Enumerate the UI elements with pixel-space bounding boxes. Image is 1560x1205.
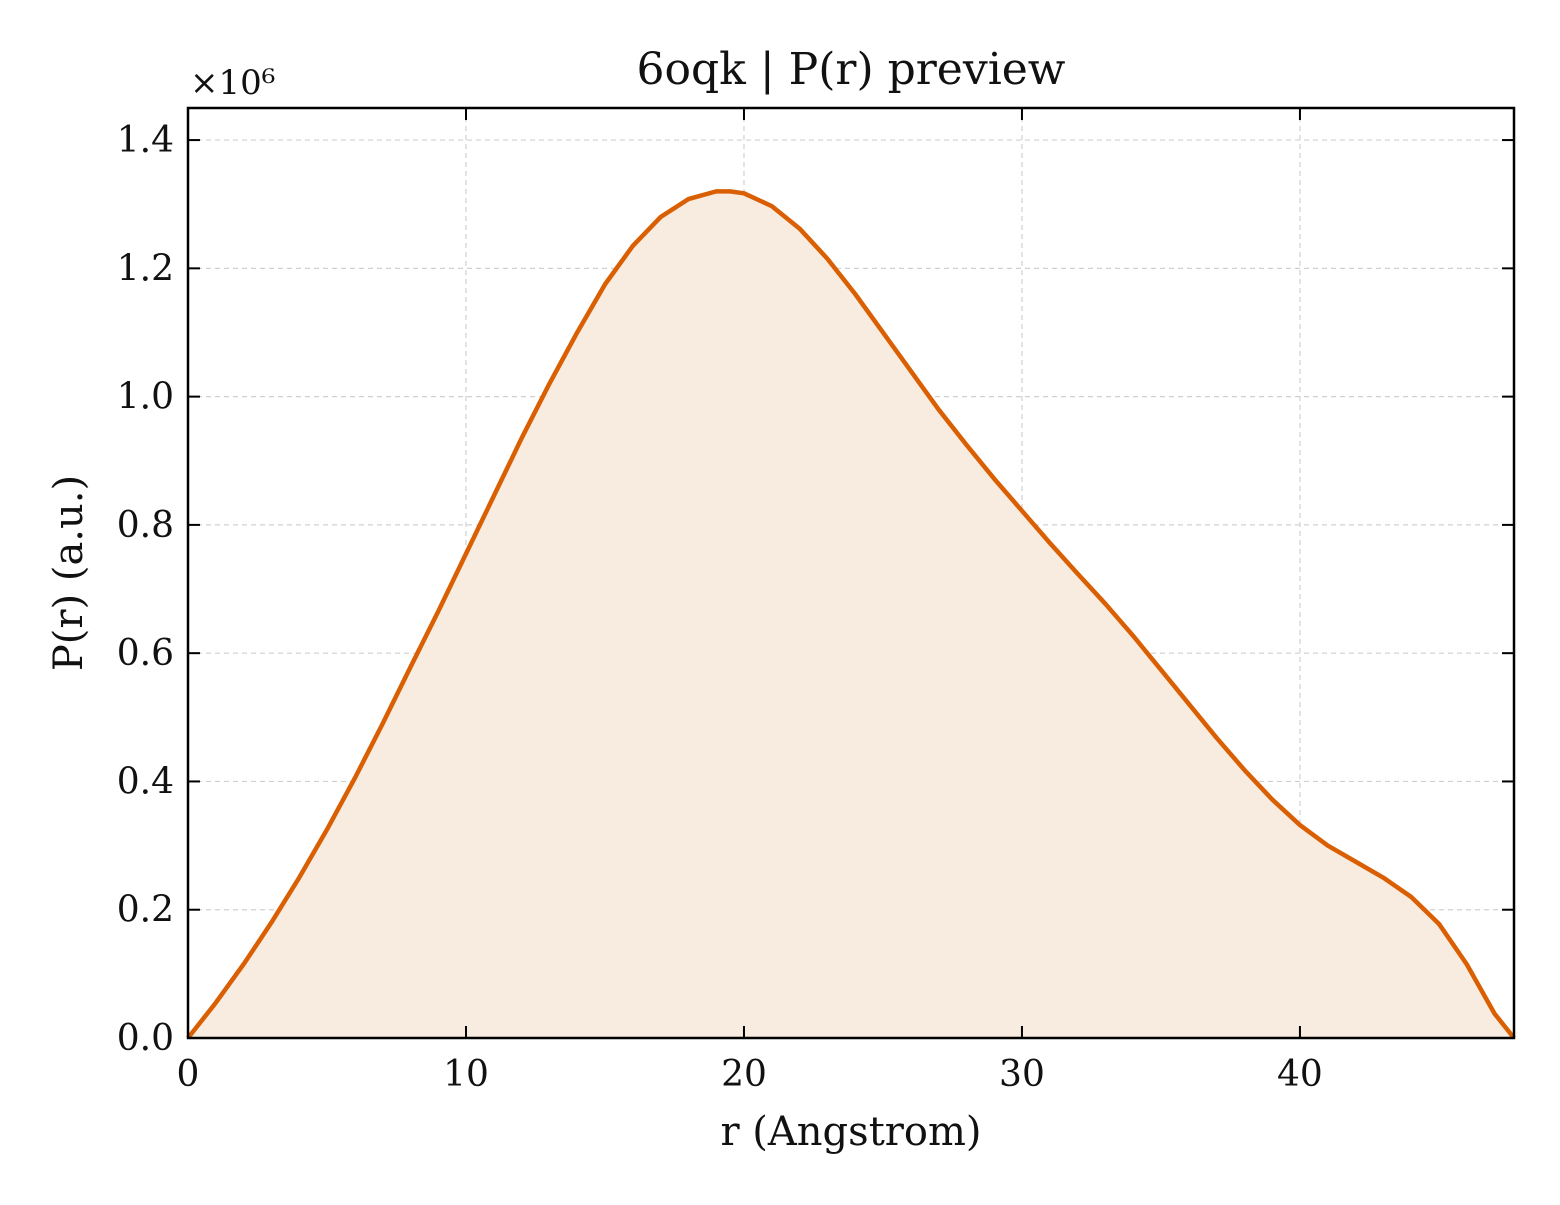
x-tick-label: 20 xyxy=(721,1054,767,1095)
chart-title: 6oqk | P(r) preview xyxy=(637,44,1066,95)
y-tick-label: 0.0 xyxy=(117,1018,174,1059)
y-tick-label: 0.6 xyxy=(117,633,174,674)
x-axis-label: r (Angstrom) xyxy=(720,1109,981,1155)
y-tick-label: 0.4 xyxy=(117,761,174,802)
x-tick-label: 0 xyxy=(177,1054,200,1095)
series-line xyxy=(186,189,1516,1040)
y-tick-label: 0.8 xyxy=(117,505,174,546)
area-fill xyxy=(188,191,1514,1038)
ticks: 0 10 20 30 40 0.0 0.2 0.4 0.6 0.8 1.0 1.2 1.4 xyxy=(117,108,1514,1095)
y-tick-label: 1.0 xyxy=(117,377,174,418)
plot-frame xyxy=(186,106,1516,1040)
y-axis-label: P(r) (a.u.) xyxy=(46,475,92,671)
x-tick-label: 40 xyxy=(1277,1054,1323,1095)
y-tick-label: 1.4 xyxy=(117,120,174,161)
y-tick-label: 0.2 xyxy=(117,890,174,931)
y-axis-multiplier: ×10⁶ xyxy=(190,63,275,103)
x-tick-label: 30 xyxy=(999,1054,1045,1095)
x-tick-label: 10 xyxy=(443,1054,489,1095)
y-tick-label: 1.2 xyxy=(117,248,174,289)
